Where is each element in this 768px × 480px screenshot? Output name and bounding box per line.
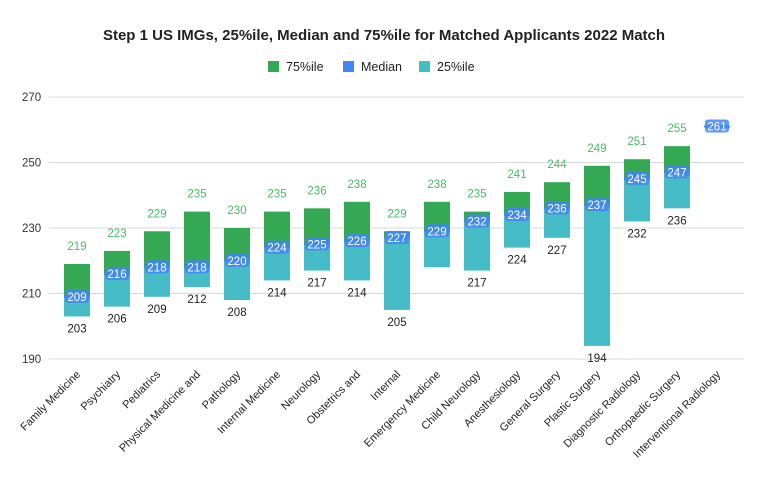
label-75: 238 <box>347 179 366 191</box>
label-median: 224 <box>267 243 287 255</box>
label-75: 244 <box>547 159 567 171</box>
legend-label-25: 25%ile <box>437 60 475 74</box>
label-median: 236 <box>547 203 566 215</box>
label-median: 229 <box>427 226 446 238</box>
label-75: 235 <box>187 189 206 201</box>
y-tick-label: 250 <box>22 158 41 170</box>
category-label: Emergency Medicine <box>362 369 443 450</box>
median-label-bg <box>65 289 89 303</box>
label-median: 234 <box>507 210 527 222</box>
legend: 75%ile Median 25%ile <box>268 60 475 74</box>
category-labels: Family MedicinePsychiatryPediatricsPhysi… <box>18 368 723 460</box>
label-75: 255 <box>667 123 686 135</box>
median-label-bg <box>465 214 489 228</box>
label-25: 217 <box>467 278 486 290</box>
label-25: 214 <box>267 287 287 299</box>
legend-swatch-median <box>343 61 354 72</box>
label-median: 261 <box>707 121 726 133</box>
label-median: 209 <box>67 292 86 304</box>
median-label-bg <box>305 237 329 251</box>
median-label-bg <box>705 119 729 133</box>
bar-25-to-median <box>664 172 690 209</box>
label-median: 227 <box>387 233 406 245</box>
data-labels: 203 219 209 206 223 216 209 229 218 212 235 218 208 2… <box>65 119 729 365</box>
label-75: 249 <box>587 143 606 155</box>
bar-25-to-median <box>464 221 490 271</box>
legend-swatch-75 <box>268 61 279 72</box>
label-75: 230 <box>227 205 246 217</box>
label-75: 238 <box>427 179 446 191</box>
label-25: 194 <box>587 353 607 365</box>
median-label-bg <box>265 240 289 254</box>
median-label-bg <box>145 260 169 274</box>
category-label: Physical Medicine and <box>117 369 203 455</box>
y-tick-label: 270 <box>22 92 41 104</box>
label-75: 235 <box>267 189 286 201</box>
label-median: 226 <box>347 236 366 248</box>
label-median: 220 <box>227 256 246 268</box>
y-tick-label: 190 <box>22 354 41 366</box>
category-label: Family Medicine <box>18 369 83 434</box>
label-25: 217 <box>307 278 326 290</box>
label-75: 229 <box>387 208 406 220</box>
category-label: Orthopaedic Surgery <box>603 368 684 449</box>
label-median: 232 <box>467 216 486 228</box>
bar-25-to-median <box>424 231 450 268</box>
label-75: 241 <box>507 169 526 181</box>
category-label: Pediatrics <box>120 368 163 411</box>
label-median: 247 <box>667 167 686 179</box>
median-label-bg <box>545 201 569 215</box>
legend-label-median: Median <box>361 60 402 74</box>
label-25: 232 <box>627 228 646 240</box>
label-25: 208 <box>227 307 246 319</box>
legend-swatch-25 <box>419 61 430 72</box>
bar-25-to-median <box>384 237 410 310</box>
label-median: 218 <box>187 262 206 274</box>
bar-25-to-median <box>584 205 610 346</box>
label-75: 219 <box>67 241 86 253</box>
label-median: 218 <box>147 262 166 274</box>
median-label-bg <box>385 230 409 244</box>
label-75: 223 <box>107 228 126 240</box>
category-label: Internal <box>369 369 403 403</box>
label-75: 229 <box>147 208 166 220</box>
median-label-bg <box>625 171 649 185</box>
median-label-bg <box>185 260 209 274</box>
median-label-bg <box>345 234 369 248</box>
bar-median-to-75 <box>184 211 210 268</box>
median-label-bg <box>425 224 449 238</box>
bar-25-to-median <box>224 260 250 301</box>
label-median: 237 <box>587 200 606 212</box>
label-median: 216 <box>107 269 126 281</box>
label-25: 236 <box>667 215 686 227</box>
median-label-bg <box>105 266 129 280</box>
median-label-bg <box>225 253 249 267</box>
y-tick-label: 230 <box>22 223 41 235</box>
label-25: 224 <box>507 255 527 267</box>
label-25: 214 <box>347 287 367 299</box>
chart-title: Step 1 US IMGs, 25%ile, Median and 75%il… <box>103 27 665 44</box>
median-label-bg <box>665 165 689 179</box>
label-75: 235 <box>467 189 486 201</box>
legend-label-75: 75%ile <box>286 60 324 74</box>
bar-25-to-median <box>344 241 370 281</box>
label-25: 203 <box>67 323 86 335</box>
label-median: 225 <box>307 239 326 251</box>
label-25: 212 <box>187 294 206 306</box>
median-label-bg <box>585 198 609 212</box>
label-75: 251 <box>627 136 646 148</box>
label-25: 227 <box>547 245 566 257</box>
median-label-bg <box>505 207 529 221</box>
label-25: 209 <box>147 304 166 316</box>
category-label: Diagnostic Radiology <box>562 368 644 450</box>
label-25: 205 <box>387 317 406 329</box>
bar-25-to-median <box>624 178 650 222</box>
label-25: 206 <box>107 314 126 326</box>
category-label: Psychiatry <box>79 368 124 413</box>
label-75: 236 <box>307 185 326 197</box>
y-tick-label: 210 <box>22 289 41 301</box>
label-median: 245 <box>627 174 646 186</box>
